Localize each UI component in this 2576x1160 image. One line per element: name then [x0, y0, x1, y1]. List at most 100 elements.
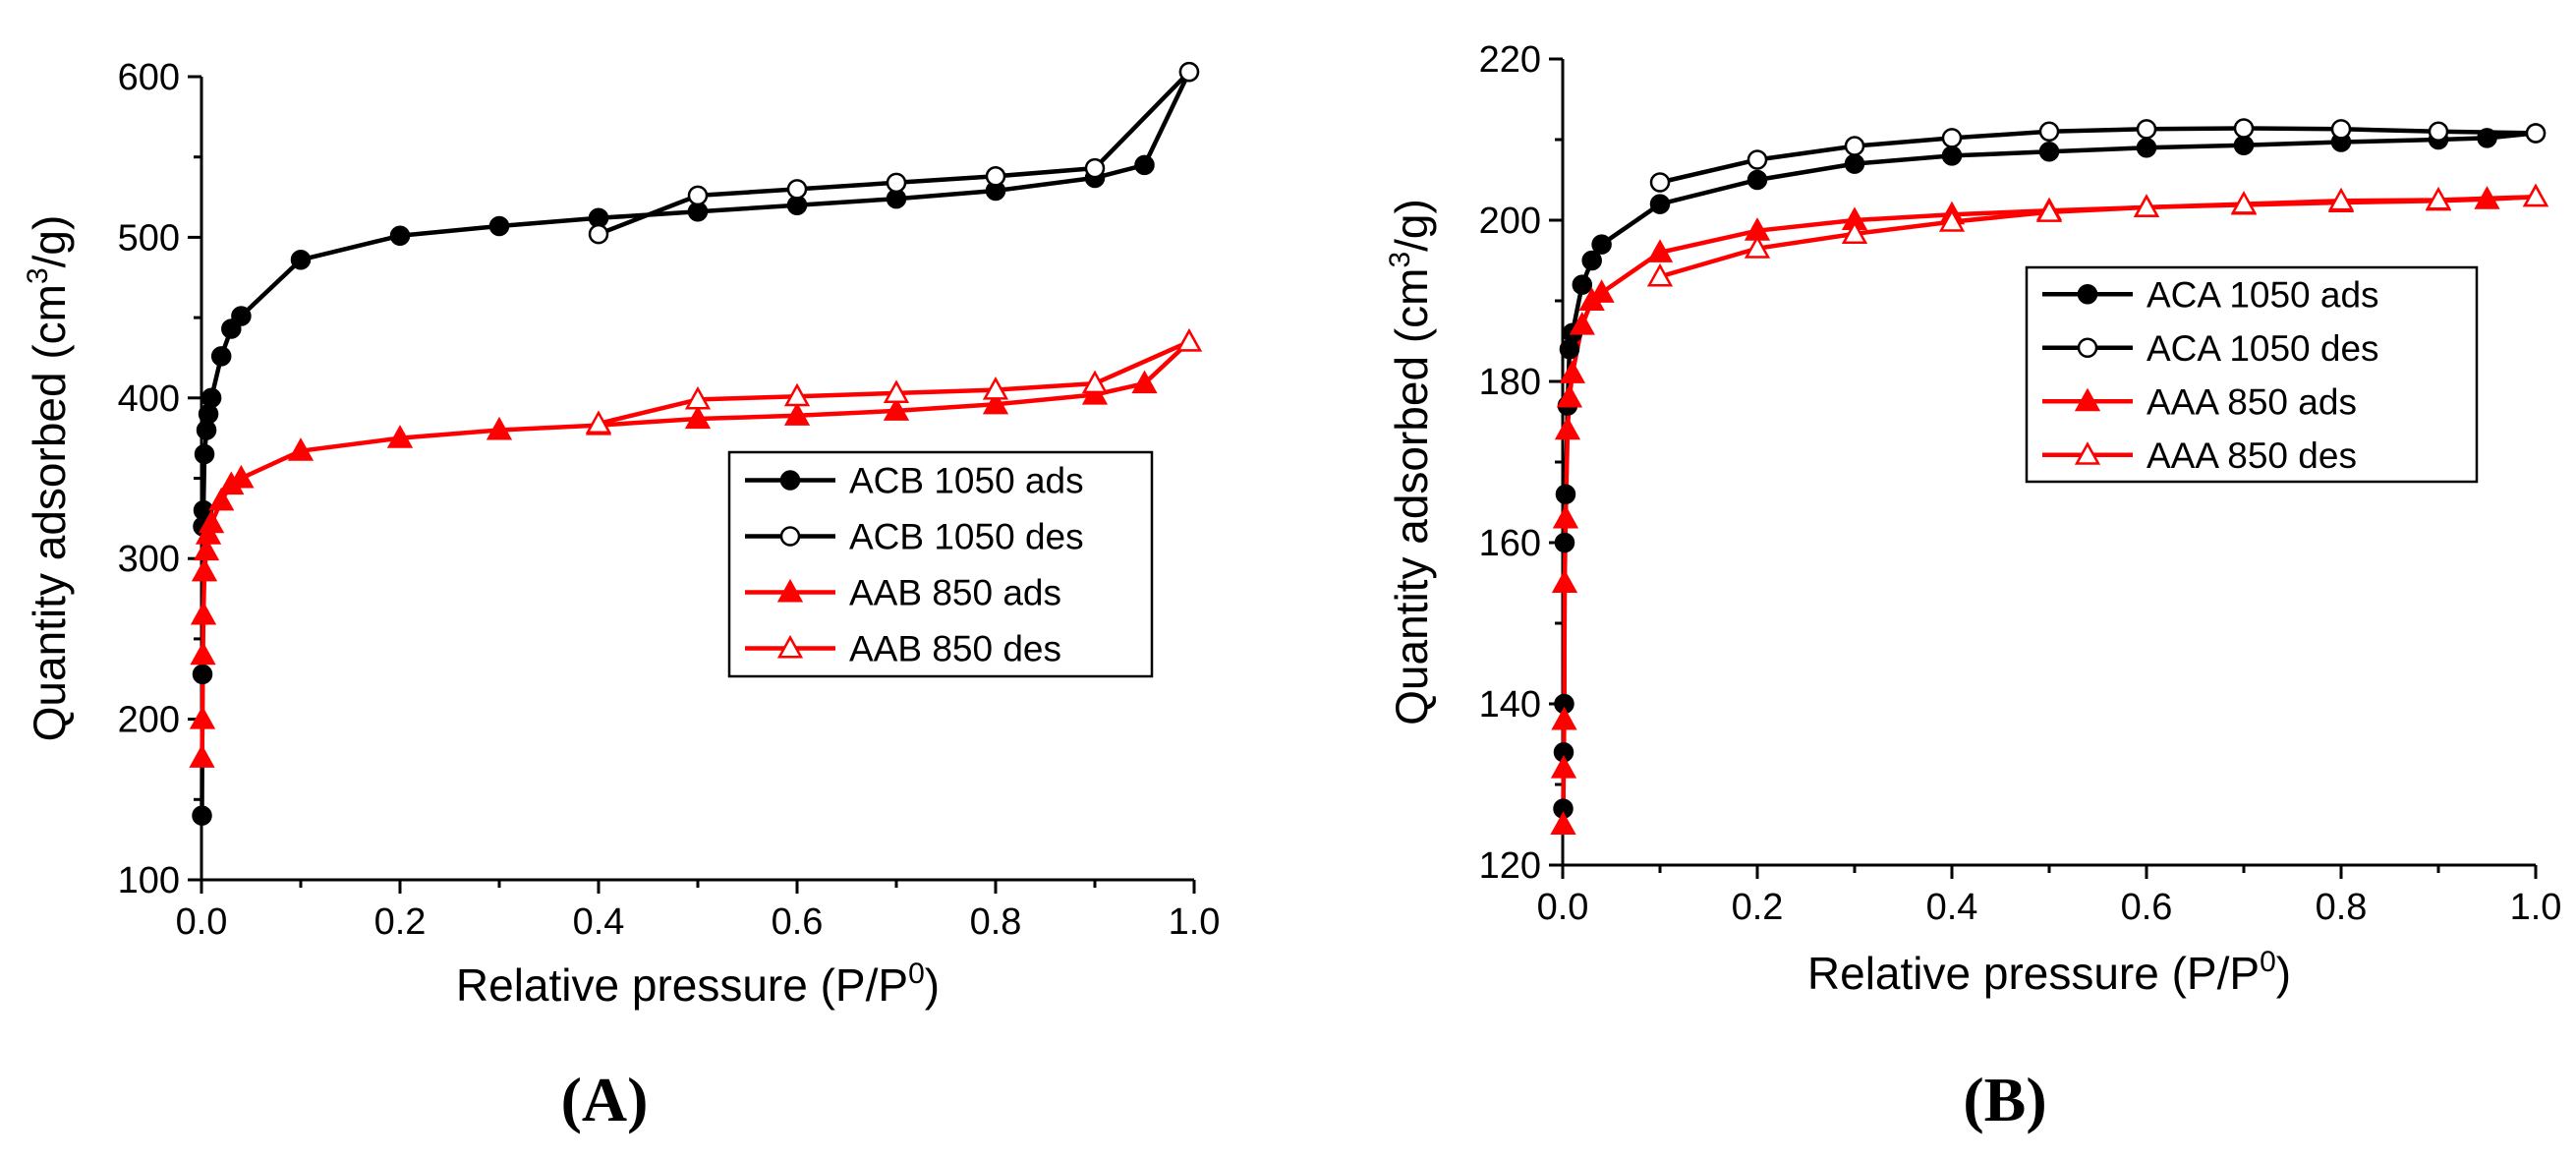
series-aab-850-ads [200, 339, 1191, 758]
data-point [1134, 154, 1155, 176]
data-point [1550, 755, 1577, 779]
x-tick-label: 0.6 [772, 901, 824, 943]
data-point [2233, 135, 2255, 155]
data-point [2474, 186, 2500, 209]
data-point [1941, 128, 1963, 148]
data-point [193, 537, 220, 561]
data-point [192, 664, 213, 685]
data-point [1646, 262, 1674, 287]
data-point [2230, 191, 2258, 214]
legend-label: AAA 850 des [2147, 435, 2357, 476]
data-point [585, 410, 612, 434]
data-point [883, 379, 910, 403]
data-point [1844, 136, 1865, 156]
legend-label: ACB 1050 des [849, 517, 1084, 557]
y-tick-label: 200 [118, 700, 180, 741]
x-tick-label: 0.2 [374, 901, 427, 943]
y-tick-label: 400 [118, 378, 180, 420]
legend-marker [779, 526, 801, 547]
data-point [189, 744, 215, 768]
data-point [1559, 360, 1586, 383]
data-point [194, 443, 215, 465]
series-line [1659, 126, 2537, 185]
data-point [1081, 380, 1109, 405]
data-point [231, 306, 252, 326]
data-point [1649, 172, 1671, 193]
y-tick-label: 140 [1479, 684, 1541, 725]
legend: ACA 1050 ads ACA 1050 des AAA 850 ads AAA 8… [2025, 265, 2479, 484]
data-point [886, 172, 907, 194]
x-axis-label: Relative pressure (P/P0) [1807, 946, 2291, 999]
data-point [2425, 186, 2452, 210]
data-point [588, 223, 609, 245]
data-point [2428, 121, 2449, 143]
data-point [786, 179, 808, 200]
x-axis-label: Relative pressure (P/P0) [456, 957, 940, 1011]
data-point [208, 487, 235, 511]
data-point [1744, 235, 1771, 259]
series-line [200, 71, 1192, 816]
data-point [1938, 208, 1966, 232]
data-point [189, 706, 216, 729]
series-aaa-850-des [1659, 194, 2537, 279]
y-tick-label: 100 [118, 860, 180, 901]
series-aca-1050-des [1659, 126, 2537, 185]
data-point [684, 385, 712, 410]
data-point [1941, 145, 1963, 166]
legend-label: AAA 850 ads [2147, 381, 2357, 422]
y-axis-label: Quantity adsorbed (cm3/g) [22, 215, 75, 742]
legend-label: ACA 1050 des [2147, 328, 2379, 369]
data-point [488, 215, 510, 237]
data-point [486, 416, 513, 440]
x-tick-label: 0.0 [1537, 887, 1589, 928]
y-tick-label: 600 [118, 57, 180, 98]
series-acb-1050-des [598, 70, 1191, 237]
data-point [2038, 121, 2060, 143]
data-point [190, 601, 217, 625]
x-tick-label: 0.2 [1732, 887, 1784, 928]
data-point [2525, 123, 2547, 144]
markers-aca-1050-ads [1553, 123, 2547, 819]
legend-label: AAB 850 ads [849, 573, 1061, 613]
data-point [200, 387, 222, 409]
legend-box [2025, 265, 2479, 484]
series-line [200, 339, 1191, 758]
x-tick-label: 0.8 [2316, 887, 2368, 928]
markers-aab-850-des [585, 328, 1203, 434]
data-point [192, 805, 212, 826]
data-point [198, 509, 225, 534]
x-tick-label: 0.4 [1926, 887, 1978, 928]
data-point [1554, 532, 1575, 553]
y-tick-label: 300 [118, 539, 180, 580]
legend-box [727, 450, 1154, 678]
legend-marker [2074, 441, 2101, 465]
data-point [684, 405, 712, 430]
panel-label: (B) [1963, 1065, 2046, 1134]
data-point [1552, 504, 1579, 529]
y-tick-label: 500 [118, 217, 180, 259]
data-point [2477, 128, 2497, 148]
chart-panel-A: 100 200 300 400 500 600 0.0 0.2 0.4 0.6 0.8 1.0 Rela… [22, 57, 1220, 1134]
data-point [2035, 199, 2063, 222]
data-point [1555, 484, 1576, 505]
data-point [982, 377, 1009, 400]
data-point [228, 464, 255, 489]
data-point [2133, 194, 2160, 217]
data-point [1554, 416, 1581, 440]
legend-label: AAB 850 des [849, 629, 1061, 669]
data-point [1844, 153, 1865, 174]
data-point [389, 225, 411, 247]
markers-acb-1050-des [588, 61, 1200, 245]
data-point [2330, 119, 2352, 140]
legend-label: ACB 1050 ads [849, 461, 1084, 501]
legend: ACB 1050 ads ACB 1050 des AAB 850 ads AAB 8… [727, 450, 1154, 678]
data-point [190, 641, 216, 666]
legend-marker [2077, 284, 2098, 305]
data-point [191, 557, 218, 582]
data-point [687, 185, 709, 206]
legend-marker [2077, 337, 2098, 358]
data-point [1550, 811, 1576, 836]
data-point [2136, 137, 2157, 158]
data-point [985, 166, 1006, 187]
